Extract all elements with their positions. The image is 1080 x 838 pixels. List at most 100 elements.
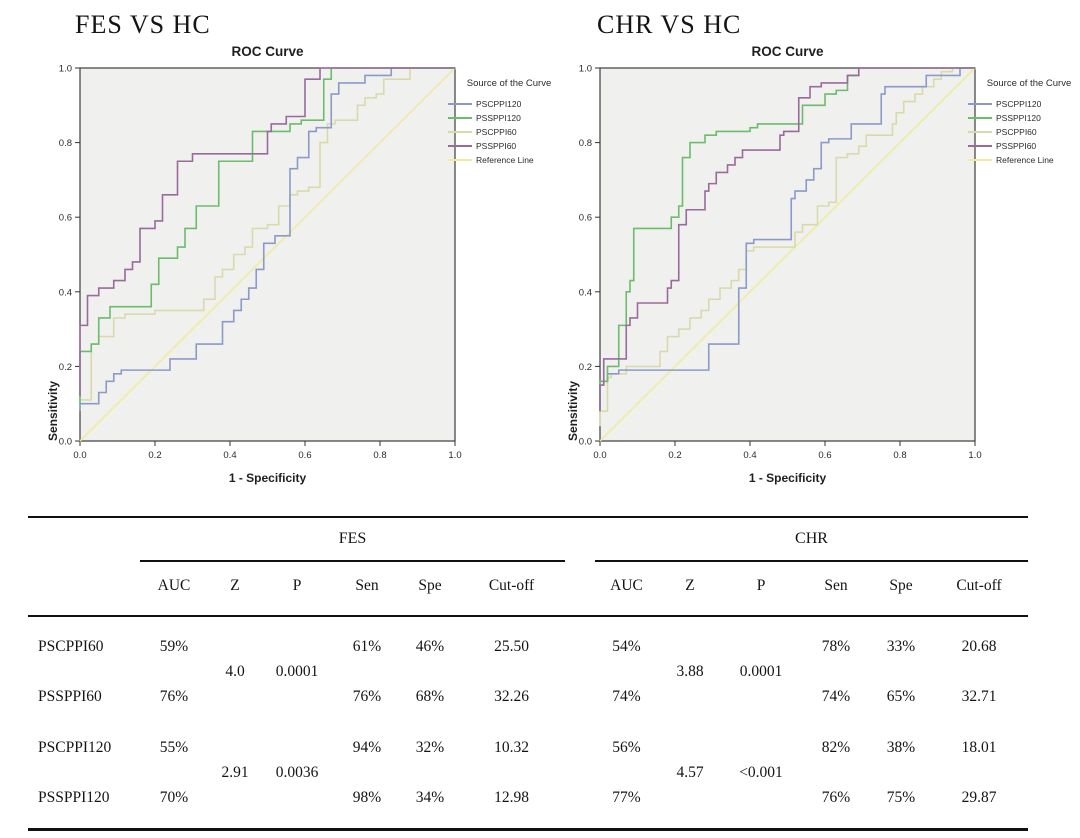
x-tick-label: 0.8 <box>373 450 386 461</box>
cell-chr-sen: 78% <box>821 638 851 655</box>
roc-curve-pscppi120 <box>79 67 455 412</box>
panel-heading-chr: CHR VS HC <box>597 10 742 39</box>
cell-chr-auc: 77% <box>612 789 641 806</box>
table-group-header-row: FES CHR <box>28 524 1028 554</box>
legend-label: PSSPPI120 <box>476 112 521 123</box>
col-header-p: P <box>292 577 302 594</box>
x-tick-label: 0.0 <box>73 450 86 461</box>
legend-swatch-line <box>448 116 472 119</box>
x-tick-label: 0.2 <box>148 450 161 461</box>
cell-fes-z: 2.91 <box>221 764 249 781</box>
roc-curve-pscppi60 <box>79 67 455 404</box>
legend-label: PSCPPI120 <box>476 98 522 109</box>
y-tick-label: 0.2 <box>59 362 72 373</box>
x-tick-label: 0.6 <box>298 450 311 461</box>
cell-chr-spe: 38% <box>886 739 916 756</box>
x-axis-label: 1 - Specificity <box>748 471 827 485</box>
plot-area: 0.0 0.2 0.4 0.6 0.8 1.0 0.0 0.2 0.4 0.6 0.8 1.0 <box>579 64 982 462</box>
legend-title: Source of the Curve <box>466 78 552 89</box>
group-header-chr: CHR <box>795 530 828 547</box>
cell-chr-auc: 74% <box>612 688 641 705</box>
cell-fes-auc: 70% <box>159 789 189 806</box>
fes-group-rule <box>140 560 565 562</box>
cell-fes-cutoff: 12.98 <box>494 789 529 806</box>
roc-curve-pssppi60 <box>599 67 975 412</box>
cell-fes-sen: 98% <box>352 789 382 806</box>
cell-chr-p: <0.001 <box>739 764 783 781</box>
legend-items: PSCPPI120 PSSPPI120 PSCPPI60 PSSPPI60 Refere… <box>448 99 570 165</box>
cell-chr-z: 3.88 <box>676 663 704 680</box>
plot-area: 0.0 0.2 0.4 0.6 0.8 1.0 0.0 0.2 0.4 0.6 0.8 1.0 <box>59 64 462 462</box>
cell-chr-auc: 54% <box>612 638 641 655</box>
row-label: PSSPPI60 <box>38 688 102 705</box>
legend-items: PSCPPI120 PSSPPI120 PSCPPI60 PSSPPI60 Refere… <box>968 99 1080 165</box>
legend-item: Reference Line <box>448 155 570 165</box>
table-row: PSSPPI60 76% 76% 68% 32.26 74% 74% 65% 3… <box>28 684 1028 710</box>
x-axis-label: 1 - Specificity <box>228 471 307 485</box>
y-axis-label: Sensitivity <box>46 380 60 441</box>
panel-heading-fes: FES VS HC <box>75 10 211 39</box>
col-header-spe: Spe <box>418 577 442 594</box>
legend-swatch-line <box>448 158 472 161</box>
row-label: PSCPPI60 <box>38 638 104 655</box>
col-header-cutoff: Cut-off <box>956 577 1002 594</box>
cell-chr-cutoff: 32.71 <box>961 688 997 705</box>
x-tick-label: 0.0 <box>593 450 606 461</box>
x-tick-label: 1.0 <box>968 450 981 461</box>
y-tick-label: 0.4 <box>579 287 592 298</box>
col-header-spe: Spe <box>889 577 913 594</box>
table-column-header-row: AUC Z P Sen Spe Cut-off AUC Z P Sen Spe … <box>28 572 1028 600</box>
y-tick-label: 0.8 <box>59 138 72 149</box>
cell-chr-cutoff: 18.01 <box>961 739 997 756</box>
cell-fes-p: 0.0036 <box>275 764 319 781</box>
legend-title: Source of the Curve <box>986 78 1072 89</box>
legend-label: Reference Line <box>996 154 1054 165</box>
roc-curve-pscppi60 <box>599 67 975 427</box>
cell-chr-z: 4.57 <box>676 764 704 781</box>
cell-fes-p: 0.0001 <box>275 663 319 680</box>
x-tick-label: 1.0 <box>448 450 461 461</box>
cell-fes-cutoff: 10.32 <box>494 739 529 756</box>
cell-fes-sen: 94% <box>352 739 382 756</box>
table-row: PSCPPI60 59% 61% 46% 25.50 54% 78% 33% 2… <box>28 634 1028 660</box>
table-top-rule <box>28 516 1028 518</box>
row-label: PSSPPI120 <box>38 789 110 806</box>
x-tick-label: 0.8 <box>893 450 906 461</box>
table-zp-row: 2.91 0.0036 4.57 <0.001 <box>28 760 1028 786</box>
legend-item: PSCPPI120 <box>448 99 570 109</box>
roc-curve-reference-line <box>599 67 976 442</box>
cell-chr-p: 0.0001 <box>739 663 783 680</box>
chart-title: ROC Curve <box>231 44 304 59</box>
cell-chr-spe: 75% <box>886 789 916 806</box>
table-header-rule <box>28 615 1028 617</box>
row-label: PSCPPI120 <box>38 739 112 756</box>
col-header-sen: Sen <box>824 577 848 594</box>
cell-chr-spe: 33% <box>886 638 916 655</box>
legend-item: PSSPPI60 <box>448 141 570 151</box>
col-header-auc: AUC <box>610 577 643 594</box>
cell-fes-sen: 61% <box>352 638 382 655</box>
y-axis-label: Sensitivity <box>566 380 580 441</box>
roc-curve-pssppi120 <box>599 67 975 412</box>
table-row: PSCPPI120 55% 94% 32% 10.32 56% 82% 38% … <box>28 735 1028 761</box>
cell-chr-auc: 56% <box>612 739 641 756</box>
legend-swatch-line <box>448 102 472 105</box>
y-tick-label: 0.4 <box>59 287 72 298</box>
cell-fes-auc: 55% <box>159 739 189 756</box>
y-tick-label: 1.0 <box>59 64 72 75</box>
legend-item: Reference Line <box>968 155 1080 165</box>
legend-label: PSSPPI60 <box>476 140 517 151</box>
col-header-sen: Sen <box>355 577 379 594</box>
roc-curve-pssppi120 <box>79 67 455 404</box>
roc-curve-pssppi60 <box>79 67 455 397</box>
legend-label: PSCPPI60 <box>476 126 517 137</box>
legend-swatch-line <box>968 158 992 161</box>
chart-title: ROC Curve <box>751 44 824 59</box>
col-header-auc: AUC <box>157 577 191 594</box>
y-tick-label: 1.0 <box>579 64 592 75</box>
table-row: PSSPPI120 70% 98% 34% 12.98 77% 76% 75% … <box>28 785 1028 811</box>
cell-fes-cutoff: 32.26 <box>494 688 529 705</box>
legend-label: PSCPPI120 <box>996 98 1042 109</box>
cell-fes-spe: 46% <box>415 638 445 655</box>
y-tick-label: 0.0 <box>59 437 72 448</box>
